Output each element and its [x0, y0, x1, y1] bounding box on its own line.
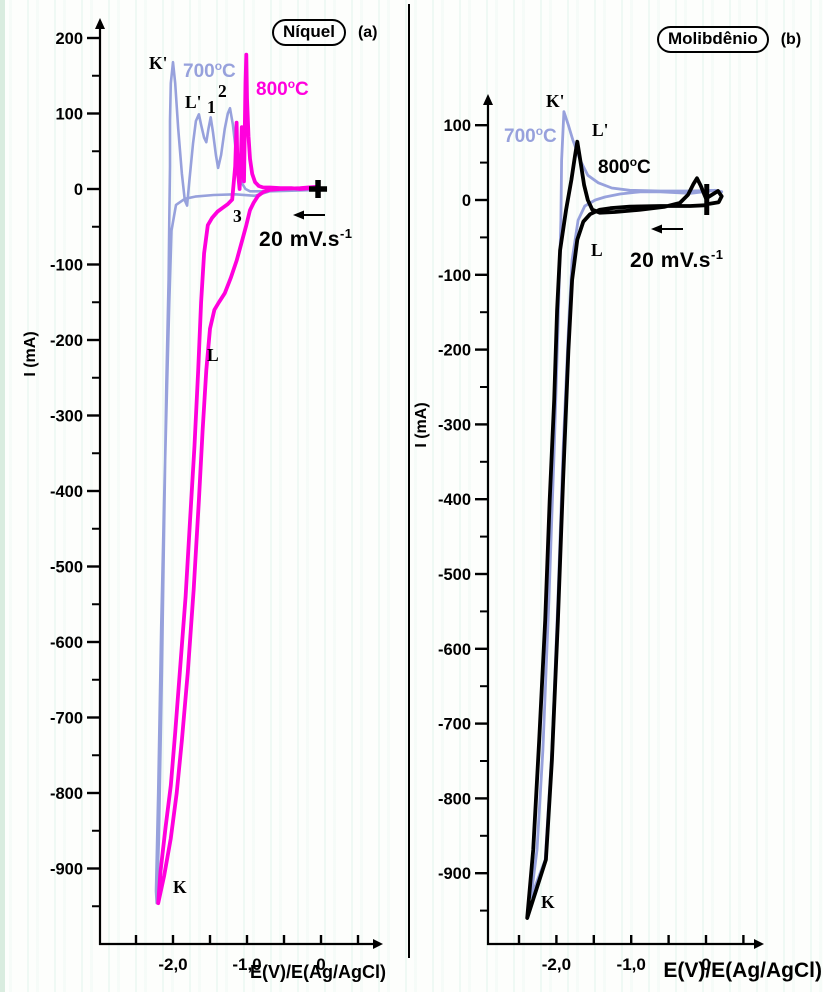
- y-tick-label: -200: [438, 342, 471, 360]
- peak-label: L': [185, 92, 202, 112]
- panel-b-header: Molibdênio (b): [657, 26, 801, 53]
- series-curve-800°C: [525, 139, 724, 920]
- panel-b-title: Molibdênio: [668, 29, 758, 48]
- y-tick-label: -800: [438, 790, 471, 808]
- y-axis-title: I (mA): [22, 331, 39, 376]
- x-ticks-a: -2,0 -1,0 0: [134, 935, 360, 974]
- x-tick-label: -2,0: [158, 955, 187, 974]
- y-tick-label: 100: [55, 106, 83, 124]
- series-curve-800°C: [156, 52, 320, 906]
- x-axis-arrowhead: [754, 939, 764, 949]
- peak-label: K': [149, 53, 167, 73]
- y-tick-label: -400: [50, 483, 83, 501]
- y-tick-label: -900: [438, 865, 471, 883]
- peak-label: L': [592, 120, 609, 140]
- panel-b-title-box: Molibdênio: [657, 26, 769, 53]
- x-axis-title: E(V)/E(Ag/AgCl): [250, 962, 386, 982]
- series-curve-700°C: [154, 60, 320, 905]
- scan-rate-label-b: 20 mV.s-1: [630, 247, 724, 273]
- x-axis-arrowhead: [373, 939, 383, 949]
- y-tick-label: -100: [50, 257, 83, 275]
- panel-a-title-box: Níquel: [272, 19, 346, 46]
- y-ticks-b: 100 0 -100 -200 -300 -400 -500 -600 -700 -800 -900: [438, 117, 489, 912]
- y-tick-label: 200: [55, 30, 83, 48]
- y-tick-label: -400: [438, 491, 471, 509]
- y-tick-label: -300: [50, 408, 83, 426]
- peak-label: K': [546, 91, 564, 111]
- y-tick-label: -600: [438, 641, 471, 659]
- scan-rate-base-b: 20 mV.s: [630, 249, 711, 272]
- panel-divider: [408, 4, 410, 958]
- y-tick-label: -900: [50, 861, 83, 879]
- panel-b-letter: (b): [780, 30, 802, 48]
- scan-direction-arrow-head: [293, 210, 304, 220]
- start-marker-plus: [309, 180, 328, 198]
- y-axis-arrowhead: [95, 18, 105, 29]
- x-ticks-b: -2,0 -1,0 0: [517, 935, 745, 974]
- y-tick-label: 100: [443, 117, 471, 135]
- temperature-label: 800oC: [598, 155, 651, 178]
- plot-b: 100 0 -100 -200 -300 -400 -500 -600 -700 -800 -900…: [413, 91, 822, 982]
- temperature-label: 800oC: [256, 77, 309, 100]
- peak-label: K: [541, 892, 555, 912]
- y-tick-label: -500: [438, 566, 471, 584]
- y-tick-label: -700: [50, 710, 83, 728]
- peak-label: K: [173, 877, 187, 897]
- y-tick-label: 0: [462, 192, 471, 210]
- y-tick-label: -200: [50, 332, 83, 350]
- panel-a-header: Níquel (a): [272, 19, 378, 46]
- y-ticks-a: 200 100 0 -100 -200 -300 -400 -500 -600 -700 -800 -…: [50, 30, 101, 908]
- axes-b: [486, 103, 756, 946]
- peak-label: L: [207, 345, 219, 365]
- peak-label: 3: [233, 206, 242, 226]
- y-tick-label: -500: [50, 559, 83, 577]
- scan-rate-label-a: 20 mV.s-1: [259, 226, 353, 252]
- x-axis-title: E(V)/E(Ag/AgCl): [663, 959, 822, 982]
- panel-a-title: Níquel: [283, 22, 335, 41]
- x-tick-label: -1,0: [617, 955, 646, 974]
- scan-rate-base-a: 20 mV.s: [259, 228, 340, 251]
- y-tick-label: -700: [438, 716, 471, 734]
- plot-a: 200 100 0 -100 -200 -300 -400 -500 -600 -700 -800 -…: [22, 18, 386, 982]
- y-tick-label: 0: [74, 181, 83, 199]
- y-tick-label: -800: [50, 785, 83, 803]
- peak-label: L: [591, 240, 603, 260]
- x-tick-label: -2,0: [542, 955, 571, 974]
- scan-direction-arrow-head: [651, 224, 662, 234]
- temperature-label: 700oC: [183, 59, 236, 82]
- y-axis-title: I (mA): [413, 402, 430, 447]
- x-tick-label: 0: [701, 955, 710, 974]
- y-tick-label: -300: [438, 416, 471, 434]
- temperature-label: 700oC: [504, 124, 557, 147]
- scan-rate-sup-a: -1: [339, 226, 353, 241]
- peak-label: 2: [218, 81, 227, 101]
- y-tick-label: -100: [438, 267, 471, 285]
- y-axis-arrowhead: [483, 94, 493, 105]
- x-tick-label: -1,0: [232, 955, 261, 974]
- panel-a-letter: (a): [357, 23, 378, 41]
- scan-rate-sup-b: -1: [710, 247, 724, 262]
- peak-label: 1: [207, 97, 216, 117]
- series-curve-700°C: [529, 110, 724, 899]
- y-tick-label: -600: [50, 634, 83, 652]
- x-tick-label: 0: [316, 955, 325, 974]
